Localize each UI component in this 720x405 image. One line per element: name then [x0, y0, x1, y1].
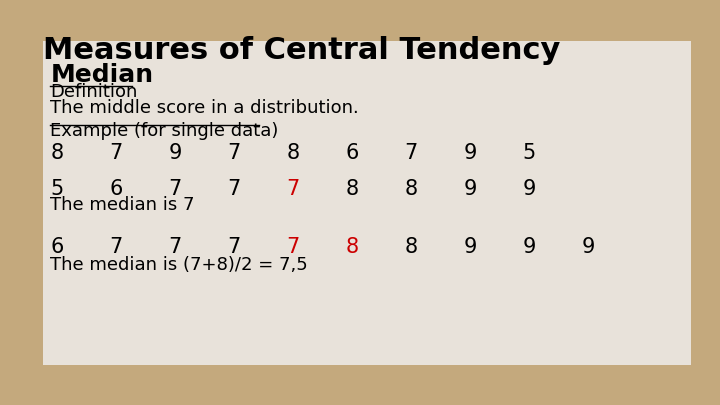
Text: 6: 6 — [346, 143, 359, 162]
Text: 7: 7 — [228, 179, 240, 199]
Text: 7: 7 — [405, 143, 418, 162]
Text: 6: 6 — [109, 179, 123, 199]
Text: 8: 8 — [346, 179, 359, 199]
Text: 7: 7 — [228, 143, 240, 162]
Text: 8: 8 — [287, 143, 300, 162]
Text: 8: 8 — [50, 143, 63, 162]
Text: 7: 7 — [228, 237, 240, 257]
Text: Example (for single data): Example (for single data) — [50, 122, 279, 139]
Text: 7: 7 — [168, 179, 181, 199]
Text: 5: 5 — [523, 143, 536, 162]
Text: The median is (7+8)/2 = 7,5: The median is (7+8)/2 = 7,5 — [50, 256, 308, 274]
Text: 9: 9 — [523, 179, 536, 199]
Text: 9: 9 — [523, 237, 536, 257]
Text: Definition: Definition — [50, 83, 138, 101]
Text: 9: 9 — [464, 237, 477, 257]
Text: 8: 8 — [405, 237, 418, 257]
Text: 7: 7 — [287, 179, 300, 199]
Text: 9: 9 — [168, 143, 182, 162]
Text: 5: 5 — [50, 179, 63, 199]
Text: 9: 9 — [464, 143, 477, 162]
Text: 9: 9 — [464, 179, 477, 199]
Text: 9: 9 — [582, 237, 595, 257]
Text: The middle score in a distribution.: The middle score in a distribution. — [50, 99, 359, 117]
Text: 8: 8 — [405, 179, 418, 199]
Text: 7: 7 — [168, 237, 181, 257]
Text: 7: 7 — [109, 143, 122, 162]
Text: 7: 7 — [109, 237, 122, 257]
Text: Measures of Central Tendency: Measures of Central Tendency — [43, 36, 561, 66]
Text: 8: 8 — [346, 237, 359, 257]
Text: 7: 7 — [287, 237, 300, 257]
Text: The median is 7: The median is 7 — [50, 196, 195, 214]
Text: Median: Median — [50, 63, 153, 87]
Text: 6: 6 — [50, 237, 64, 257]
